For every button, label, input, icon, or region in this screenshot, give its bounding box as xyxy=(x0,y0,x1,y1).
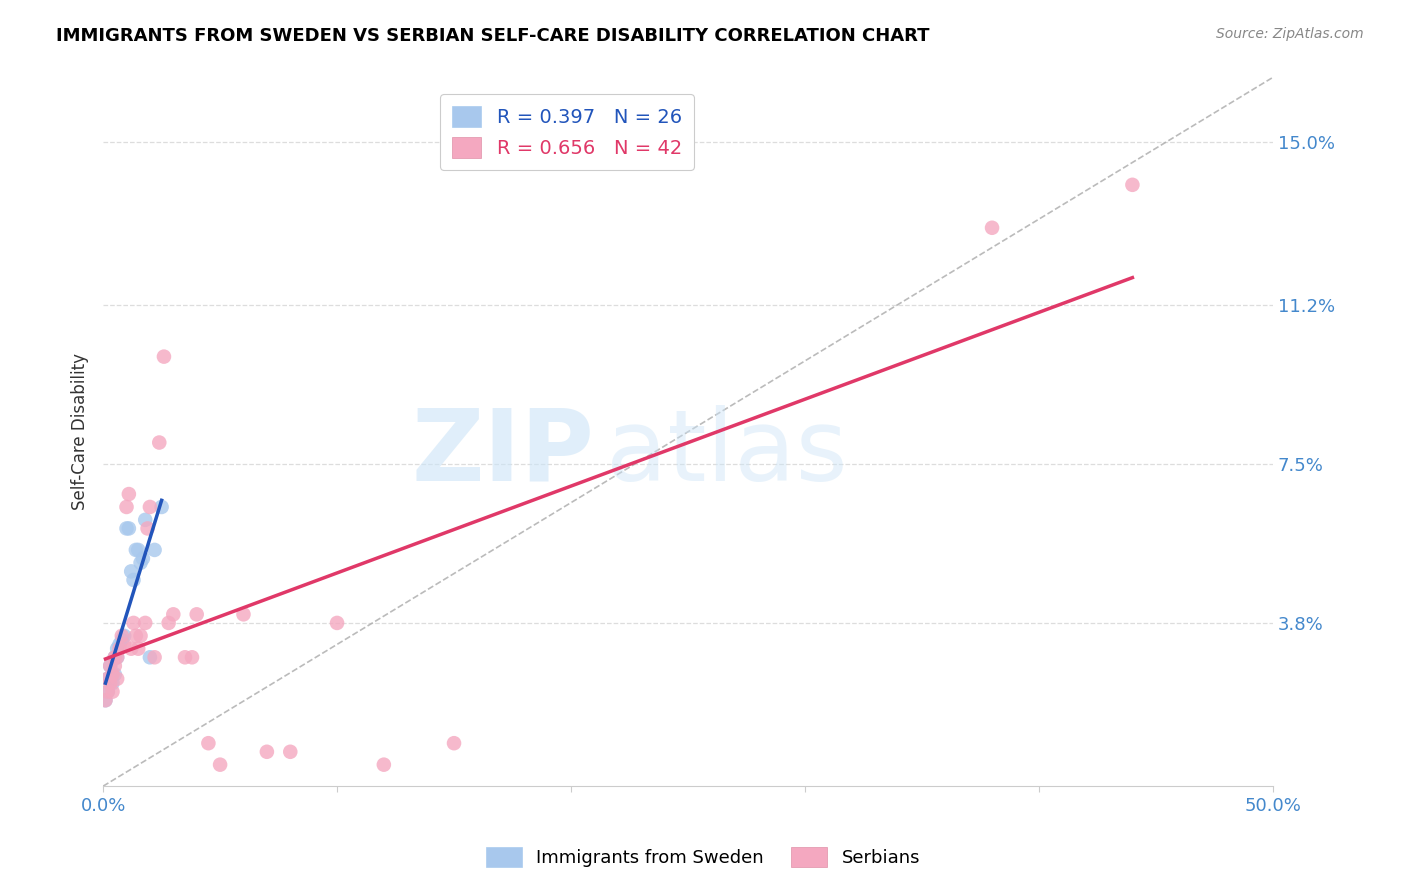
Point xyxy=(98,659,121,673)
Point xyxy=(111,633,134,648)
Point xyxy=(105,650,128,665)
Point xyxy=(443,736,465,750)
Point xyxy=(104,650,127,665)
Point xyxy=(139,650,162,665)
Point xyxy=(134,615,156,630)
Point xyxy=(157,615,180,630)
Legend: Immigrants from Sweden, Serbians: Immigrants from Sweden, Serbians xyxy=(478,839,928,874)
Point xyxy=(181,650,204,665)
Point xyxy=(120,565,142,579)
Point xyxy=(97,684,120,698)
Point xyxy=(127,641,149,656)
Text: atlas: atlas xyxy=(606,405,848,501)
Point xyxy=(209,757,232,772)
Point xyxy=(97,672,120,686)
Point xyxy=(98,676,121,690)
Point xyxy=(186,607,208,622)
Point xyxy=(105,672,128,686)
Point xyxy=(108,641,131,656)
Point xyxy=(94,693,117,707)
Point xyxy=(232,607,254,622)
Point xyxy=(105,650,128,665)
Point xyxy=(104,667,127,681)
Point xyxy=(326,615,349,630)
Point xyxy=(122,573,145,587)
Point xyxy=(101,667,124,681)
Point xyxy=(111,629,134,643)
Point xyxy=(162,607,184,622)
Point xyxy=(143,650,166,665)
Point xyxy=(139,500,162,514)
Point xyxy=(132,551,155,566)
Point xyxy=(105,641,128,656)
Point xyxy=(125,542,148,557)
Legend: R = 0.397   N = 26, R = 0.656   N = 42: R = 0.397 N = 26, R = 0.656 N = 42 xyxy=(440,95,693,169)
Point xyxy=(153,350,176,364)
Point xyxy=(122,615,145,630)
Text: IMMIGRANTS FROM SWEDEN VS SERBIAN SELF-CARE DISABILITY CORRELATION CHART: IMMIGRANTS FROM SWEDEN VS SERBIAN SELF-C… xyxy=(56,27,929,45)
Point xyxy=(143,542,166,557)
Point xyxy=(278,745,301,759)
Point xyxy=(115,521,138,535)
Point xyxy=(1121,178,1143,192)
Point xyxy=(118,487,141,501)
Point xyxy=(120,641,142,656)
Point xyxy=(148,435,170,450)
Point xyxy=(373,757,395,772)
Point xyxy=(981,220,1004,235)
Point xyxy=(256,745,278,759)
Text: Source: ZipAtlas.com: Source: ZipAtlas.com xyxy=(1216,27,1364,41)
Point xyxy=(104,659,127,673)
Point xyxy=(101,667,124,681)
Point xyxy=(129,629,152,643)
Point xyxy=(94,693,117,707)
Point xyxy=(174,650,197,665)
Point xyxy=(136,521,159,535)
Point xyxy=(108,637,131,651)
Point xyxy=(134,513,156,527)
Point xyxy=(127,542,149,557)
Point xyxy=(97,684,120,698)
Y-axis label: Self-Care Disability: Self-Care Disability xyxy=(72,353,89,510)
Point xyxy=(98,659,121,673)
Point xyxy=(112,629,135,643)
Point xyxy=(101,676,124,690)
Point xyxy=(150,500,173,514)
Text: ZIP: ZIP xyxy=(412,405,595,501)
Point xyxy=(129,556,152,570)
Point xyxy=(197,736,219,750)
Point xyxy=(118,521,141,535)
Point xyxy=(104,650,127,665)
Point xyxy=(97,672,120,686)
Point xyxy=(125,629,148,643)
Point xyxy=(115,500,138,514)
Point xyxy=(112,637,135,651)
Point xyxy=(101,684,124,698)
Point xyxy=(98,672,121,686)
